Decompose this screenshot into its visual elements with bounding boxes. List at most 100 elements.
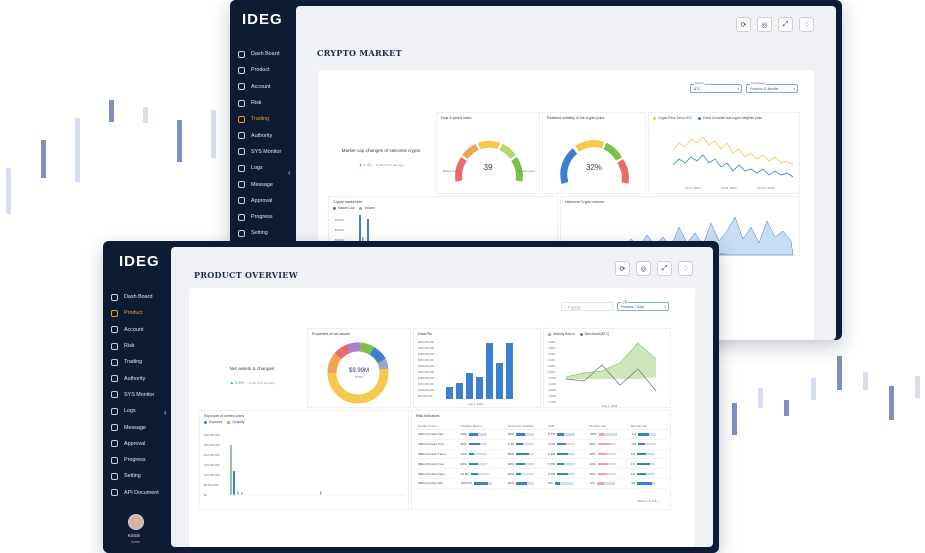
y-tick: $150,000,000 bbox=[418, 382, 434, 386]
sidebar-item-trading[interactable]: Trading bbox=[111, 354, 159, 370]
sidebar-item-product[interactable]: Product bbox=[111, 305, 159, 321]
value-bar bbox=[596, 482, 615, 485]
api-document-icon bbox=[111, 489, 118, 497]
sidebar-item-progress[interactable]: Progress bbox=[111, 452, 159, 468]
avatar[interactable] bbox=[128, 514, 144, 530]
table-row[interactable]: IDEG Product Alex 39% 39% 5.7% -12% -1.2 bbox=[416, 429, 668, 440]
globe-icon[interactable]: ◎ bbox=[636, 261, 651, 276]
user-role: Admin bbox=[131, 540, 141, 544]
sidebar-item-risk[interactable]: Risk bbox=[238, 95, 281, 111]
column-header[interactable]: Monthly Var bbox=[587, 423, 629, 430]
sidebar-collapse-icon[interactable]: ‹ bbox=[288, 168, 291, 177]
data-pie-card: Data Pie $500,000,000 $450,000,000 $400,… bbox=[413, 328, 541, 408]
refresh-icon[interactable]: ⟳ bbox=[615, 261, 630, 276]
sidebar-item-label: Approval bbox=[124, 440, 146, 447]
prev-page-icon[interactable]: ‹ bbox=[657, 499, 659, 503]
column-header[interactable]: VAR bbox=[546, 423, 588, 430]
x-tick: Oct 1, 2023 bbox=[685, 186, 701, 190]
product-search-input[interactable]: ⌕ 产品名称 bbox=[561, 302, 613, 311]
date-range-select[interactable]: 日期 Previous 7 Days ▾ bbox=[617, 300, 669, 311]
sidebar-item-approval[interactable]: Approval bbox=[111, 436, 159, 452]
sidebar-item-product[interactable]: Product bbox=[238, 62, 281, 78]
column-header[interactable]: Downside Volatility bbox=[505, 423, 547, 430]
setting-icon bbox=[238, 229, 245, 237]
sidebar-item-label: Authority bbox=[251, 132, 273, 139]
refresh-icon[interactable]: ⟳ bbox=[736, 17, 751, 32]
y-tick: 0.80% bbox=[548, 346, 556, 350]
table-row[interactable]: IDEG Product Fiver 26.8K 40% 6.0% 40% 6.0 bbox=[416, 468, 668, 479]
sidebar-item-dash-board[interactable]: Dash Board bbox=[238, 46, 281, 62]
sidebar-item-label: Account bbox=[124, 326, 144, 333]
sidebar-item-message[interactable]: Message bbox=[238, 176, 281, 192]
sidebar-item-setting[interactable]: Setting bbox=[111, 468, 159, 484]
net-assets-sub: vs $X,XXX last day bbox=[248, 381, 275, 385]
next-page-icon[interactable]: › bbox=[659, 499, 660, 503]
column-header[interactable]: Volatility Return bbox=[458, 423, 506, 430]
sidebar-item-risk[interactable]: Risk bbox=[111, 338, 159, 354]
y-tick: $30,000,000 bbox=[204, 433, 220, 437]
bar bbox=[233, 471, 235, 495]
symbol-select[interactable]: Symbol BTC ▾ bbox=[690, 82, 742, 93]
app-logo[interactable]: IDEG bbox=[242, 11, 283, 28]
column-header[interactable]: Product Name bbox=[416, 423, 459, 430]
table-cell: 39% bbox=[458, 429, 506, 440]
table-row[interactable]: IDEG Product Sixi 106.97K 40% 5% -1% 4.5 bbox=[416, 478, 668, 489]
chevron-down-icon: ▾ bbox=[793, 87, 795, 91]
sidebar-item-authority[interactable]: Authority bbox=[238, 127, 281, 143]
sidebar-item-sys-monitor[interactable]: SYS Monitor bbox=[238, 144, 281, 160]
table-cell: 40% bbox=[587, 439, 629, 450]
sidebar-item-label: API Document bbox=[124, 489, 159, 496]
bar bbox=[456, 383, 463, 399]
y-tick: $100,000,000 bbox=[418, 388, 434, 392]
volatility-value: 32% bbox=[585, 163, 602, 172]
bell-icon[interactable]: ♢ bbox=[799, 17, 814, 32]
table-cell: 0.5 bbox=[628, 449, 668, 460]
sidebar-item-approval[interactable]: Approval bbox=[238, 193, 281, 209]
table-cell: IDEG Product Alex bbox=[416, 429, 459, 440]
sidebar-collapse-icon[interactable]: ‹ bbox=[164, 408, 167, 417]
data-pie-bar-chart: $500,000,000 $450,000,000 $400,000,000 $… bbox=[418, 340, 513, 406]
value-bar bbox=[637, 453, 656, 456]
price-trend-chart: Oct 1, 2023 Oct 8, 2023 Oct 15, 2023 bbox=[672, 136, 794, 190]
table-row[interactable]: IDEG Product Four 40% 49% 5.9% 40% 1.5 bbox=[416, 458, 668, 470]
y-tick: $350,000,000 bbox=[418, 358, 434, 362]
fullscreen-icon[interactable]: ⤢ bbox=[778, 17, 793, 32]
globe-icon[interactable]: ◎ bbox=[757, 17, 772, 32]
sidebar-item-progress[interactable]: Progress bbox=[238, 209, 281, 225]
legend-item: Market Cap bbox=[333, 206, 354, 210]
risk-table-body: IDEG Product Alex 39% 39% 5.7% -12% -1.2 IDEG … bbox=[416, 429, 668, 489]
column-header[interactable]: Monthly Var bbox=[628, 423, 668, 430]
approval-icon bbox=[111, 440, 118, 448]
sidebar-item-message[interactable]: Message bbox=[111, 419, 159, 435]
sidebar-item-authority[interactable]: Authority bbox=[111, 370, 159, 386]
sidebar-item-dash-board[interactable]: Dash Board bbox=[111, 289, 159, 305]
table-row[interactable]: IDEG Product Three 20% 69% 8.6% 40% 0.5 bbox=[416, 449, 668, 460]
sidebar-item-logs[interactable]: Logs bbox=[238, 160, 281, 176]
extreme-fear-label: Extreme fear bbox=[443, 170, 458, 173]
crypto-market-info-title: Crypto market info bbox=[333, 200, 363, 204]
y-tick: $5,000,000 bbox=[204, 483, 218, 487]
sidebar-item-trading[interactable]: Trading bbox=[238, 111, 281, 127]
sidebar-item-setting[interactable]: Setting bbox=[238, 225, 281, 241]
x-tick: Oct 15, 2023 bbox=[757, 186, 775, 190]
fullscreen-icon[interactable]: ⤢ bbox=[657, 261, 672, 276]
y-tick: $25000 bbox=[335, 228, 345, 232]
sidebar-item-label: Trading bbox=[124, 359, 143, 366]
value-bar bbox=[638, 433, 657, 436]
symbol-select-value: BTC bbox=[694, 87, 701, 91]
pagination[interactable]: Rows 1-6 of 8 ‹ › bbox=[638, 499, 660, 503]
table-cell: IDEG Product Three bbox=[416, 449, 459, 460]
time-range-select[interactable]: Time Range Previous 12 Months ▾ bbox=[746, 82, 798, 93]
volatility-gauge bbox=[560, 140, 629, 184]
bell-icon[interactable]: ♢ bbox=[678, 261, 693, 276]
sidebar-item-account[interactable]: Account bbox=[238, 79, 281, 95]
sidebar-item-logs[interactable]: Logs bbox=[111, 403, 159, 419]
sidebar-item-label: Authority bbox=[124, 375, 146, 382]
app-logo[interactable]: IDEG bbox=[119, 253, 160, 270]
table-row[interactable]: IDEG Product Tom 40% 3.7K 4.0% 40% -0.5 bbox=[416, 439, 668, 450]
sidebar-item-sys-monitor[interactable]: SYS Monitor bbox=[111, 387, 159, 403]
value-bar bbox=[637, 462, 656, 466]
sidebar-item-account[interactable]: Account bbox=[111, 322, 159, 338]
sidebar-item-api-document[interactable]: API Document bbox=[111, 485, 159, 501]
